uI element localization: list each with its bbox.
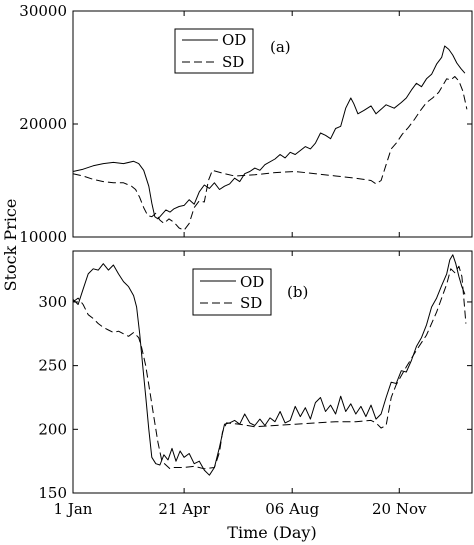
- x-tick-label-2: 06 Aug: [265, 500, 319, 518]
- panel-a-lines: [72, 45, 468, 231]
- panel-a-series-od-line: [72, 45, 466, 220]
- panel-b-ytick-label-2: 250: [38, 357, 67, 375]
- panel-b-series-od-line: [72, 254, 466, 476]
- panel-b-ytick-label-1: 200: [38, 420, 67, 438]
- x-tick-label-1: 21 Apr: [158, 500, 210, 518]
- panel-b-legend: OD SD: [192, 268, 272, 316]
- panel-a-legend-sd-label: SD: [222, 53, 244, 71]
- panel-b-legend-sd-label: SD: [240, 294, 262, 312]
- panel-b-ticks: 150 200 250 300: [38, 251, 472, 502]
- panel-a-legend-box: [174, 28, 254, 74]
- panel-b-ytick-label-0: 150: [38, 484, 67, 502]
- panel-b-series-sd-line: [72, 265, 467, 470]
- panel-a-legend-od-label: OD: [222, 31, 246, 49]
- panel-a-legend: OD SD: [174, 28, 254, 74]
- y-axis-title: Stock Price: [1, 199, 20, 292]
- panel-b-tag: (b): [287, 283, 308, 301]
- x-tick-label-3: 20 Nov: [372, 500, 427, 518]
- panel-b-ytick-label-3: 300: [38, 293, 67, 311]
- panel-a-ticks: 10000 20000 30000: [19, 2, 472, 246]
- panel-b-legend-box: [192, 268, 272, 316]
- panel-b-frame: [72, 250, 473, 494]
- panel-a-series-sd-line: [72, 76, 468, 231]
- x-tick-labels: 1 Jan 21 Apr 06 Aug 20 Nov: [54, 500, 428, 518]
- x-axis-title: Time (Day): [227, 523, 316, 542]
- panel-a-tag: (a): [270, 38, 291, 56]
- panel-b-legend-od-label: OD: [240, 273, 264, 291]
- panel-b-chart: 150 200 250 300 OD SD (b): [38, 250, 473, 502]
- panel-a-chart: 10000 20000 30000 OD SD (a): [19, 2, 473, 246]
- panel-a-ytick-label-0: 10000: [19, 228, 67, 246]
- panel-a-ytick-label-1: 20000: [19, 115, 67, 133]
- panel-a-ytick-label-2: 30000: [19, 2, 67, 20]
- panel-b-lines: [72, 254, 467, 476]
- x-tick-label-0: 1 Jan: [54, 500, 93, 518]
